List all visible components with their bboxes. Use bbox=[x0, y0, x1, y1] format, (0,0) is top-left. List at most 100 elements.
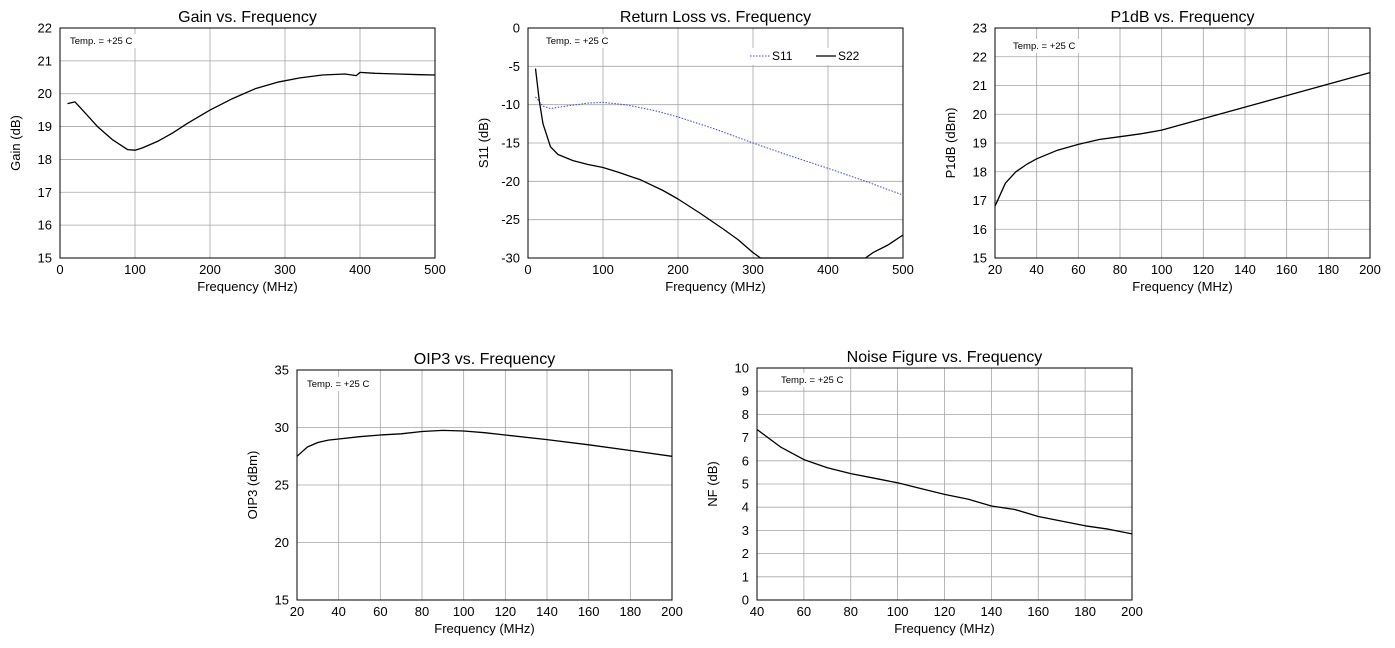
series-line-s11 bbox=[535, 96, 904, 196]
x-tick-label: 0 bbox=[524, 262, 531, 277]
y-tick-label: 17 bbox=[973, 193, 987, 208]
x-tick-label: 160 bbox=[1276, 262, 1298, 277]
y-tick-label: 21 bbox=[973, 78, 987, 93]
x-tick-label: 80 bbox=[844, 604, 858, 619]
y-axis-label: OIP3 (dBm) bbox=[245, 451, 260, 520]
x-tick-label: 200 bbox=[1359, 262, 1381, 277]
temperature-annotation: Temp. = +25 C bbox=[307, 379, 369, 390]
series-line-s22 bbox=[534, 68, 904, 259]
series-line bbox=[994, 71, 1371, 207]
x-tick-label: 100 bbox=[453, 604, 475, 619]
x-axis-label: Frequency (MHz) bbox=[665, 279, 765, 294]
x-tick-label: 140 bbox=[536, 604, 558, 619]
x-tick-label: 40 bbox=[1029, 262, 1043, 277]
y-tick-label: 15 bbox=[973, 251, 987, 266]
temperature-annotation: Temp. = +25 C bbox=[781, 375, 843, 386]
y-tick-label: 25 bbox=[275, 478, 289, 493]
y-tick-label: 0 bbox=[742, 593, 749, 608]
y-tick-label: 9 bbox=[742, 384, 749, 399]
x-tick-label: 80 bbox=[1113, 262, 1127, 277]
x-tick-label: 180 bbox=[1074, 604, 1096, 619]
x-tick-label: 300 bbox=[742, 262, 764, 277]
x-tick-label: 120 bbox=[1192, 262, 1214, 277]
x-tick-label: 100 bbox=[887, 604, 909, 619]
y-tick-label: 10 bbox=[735, 361, 749, 376]
x-tick-label: 140 bbox=[1234, 262, 1256, 277]
x-tick-label: 20 bbox=[290, 604, 304, 619]
annotation-box bbox=[1010, 39, 1082, 53]
series-line bbox=[756, 428, 1133, 535]
y-tick-label: 20 bbox=[38, 86, 52, 101]
x-tick-label: 500 bbox=[892, 262, 914, 277]
y-tick-label: 19 bbox=[38, 119, 52, 134]
y-tick-label: 19 bbox=[973, 136, 987, 151]
x-tick-label: 20 bbox=[988, 262, 1002, 277]
y-tick-label: -20 bbox=[501, 174, 520, 189]
x-tick-label: 40 bbox=[331, 604, 345, 619]
y-tick-label: 8 bbox=[742, 407, 749, 422]
chart-title: Gain vs. Frequency bbox=[178, 9, 317, 26]
x-tick-label: 100 bbox=[1151, 262, 1173, 277]
x-tick-label: 200 bbox=[667, 262, 689, 277]
y-tick-label: 4 bbox=[742, 500, 749, 515]
series-line bbox=[296, 429, 673, 457]
temperature-annotation: Temp. = +25 C bbox=[70, 36, 132, 47]
x-axis-label: Frequency (MHz) bbox=[197, 279, 297, 294]
y-axis-label: NF (dB) bbox=[705, 461, 720, 507]
x-tick-label: 160 bbox=[578, 604, 600, 619]
x-tick-label: 500 bbox=[424, 262, 446, 277]
x-tick-label: 60 bbox=[373, 604, 387, 619]
x-tick-label: 100 bbox=[592, 262, 614, 277]
chart-2: Return Loss vs. Frequency 0 100 200 300 400 50… bbox=[476, 9, 914, 294]
plot-frame bbox=[756, 367, 1133, 601]
y-tick-label: 18 bbox=[38, 152, 52, 167]
x-tick-label: 40 bbox=[750, 604, 764, 619]
temperature-annotation: Temp. = +25 C bbox=[1013, 41, 1075, 52]
chart-title: OIP3 vs. Frequency bbox=[414, 351, 555, 368]
x-tick-label: 200 bbox=[199, 262, 221, 277]
annotation-box bbox=[304, 377, 376, 391]
x-axis-label: Frequency (MHz) bbox=[434, 621, 534, 636]
y-tick-label: 6 bbox=[742, 453, 749, 468]
y-tick-label: 22 bbox=[38, 21, 52, 36]
x-axis-label: Frequency (MHz) bbox=[1132, 279, 1232, 294]
x-tick-label: 300 bbox=[274, 262, 296, 277]
y-axis-label: S11 (dB) bbox=[476, 118, 491, 168]
annotation-box bbox=[67, 34, 139, 48]
y-tick-label: 15 bbox=[38, 251, 52, 266]
y-tick-label: 20 bbox=[973, 107, 987, 122]
x-tick-label: 100 bbox=[124, 262, 146, 277]
temperature-annotation: Temp. = +25 C bbox=[546, 36, 608, 47]
annotation-box bbox=[778, 373, 850, 387]
y-tick-label: 20 bbox=[275, 535, 289, 550]
y-tick-label: 2 bbox=[742, 546, 749, 561]
y-tick-label: 0 bbox=[513, 21, 520, 36]
y-tick-label: 16 bbox=[38, 218, 52, 233]
x-tick-label: 200 bbox=[1121, 604, 1143, 619]
y-tick-label: -30 bbox=[501, 251, 520, 266]
x-tick-label: 160 bbox=[1027, 604, 1049, 619]
chart-4: OIP3 vs. Frequency 20 40 60 80 100 120 140 160 18… bbox=[245, 351, 683, 636]
x-tick-label: 120 bbox=[934, 604, 956, 619]
annotation-box bbox=[543, 34, 615, 48]
y-tick-label: 16 bbox=[973, 222, 987, 237]
chart-1: Gain vs. Frequency 0 100 200 300 400 500 15 16 17… bbox=[8, 9, 446, 294]
x-tick-label: 60 bbox=[1071, 262, 1085, 277]
plot-frame bbox=[527, 27, 904, 259]
x-tick-label: 120 bbox=[494, 604, 516, 619]
y-tick-label: -15 bbox=[501, 136, 520, 151]
x-tick-label: 400 bbox=[349, 262, 371, 277]
y-tick-label: 17 bbox=[38, 185, 52, 200]
chart-title: Return Loss vs. Frequency bbox=[620, 9, 811, 26]
x-tick-label: 80 bbox=[415, 604, 429, 619]
y-tick-label: 15 bbox=[275, 593, 289, 608]
x-axis-label: Frequency (MHz) bbox=[894, 621, 994, 636]
y-tick-label: 7 bbox=[742, 430, 749, 445]
y-tick-label: -25 bbox=[501, 212, 520, 227]
legend-label-s11: S11 bbox=[772, 49, 793, 63]
x-tick-label: 200 bbox=[661, 604, 683, 619]
legend-label-s22: S22 bbox=[838, 49, 860, 63]
chart-title: Noise Figure vs. Frequency bbox=[847, 349, 1043, 366]
y-tick-label: 18 bbox=[973, 164, 987, 179]
